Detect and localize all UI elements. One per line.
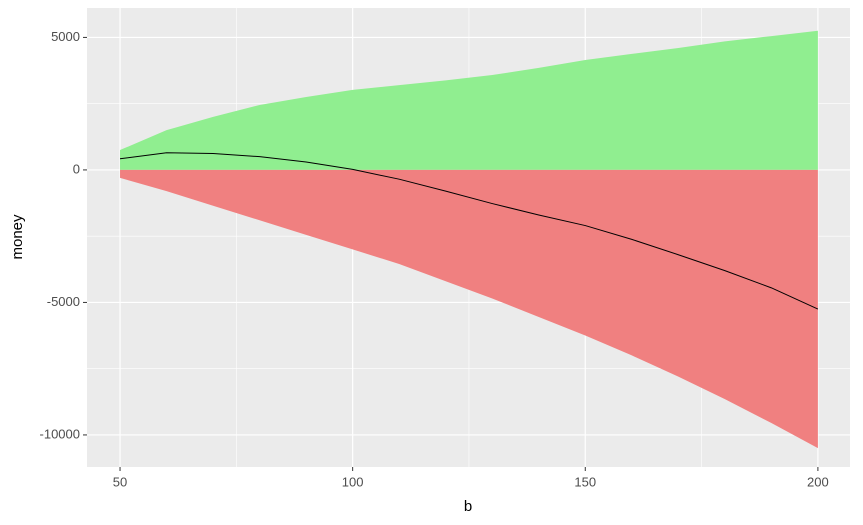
y-tick-label: -5000: [47, 294, 80, 309]
y-tick-label: 5000: [51, 29, 80, 44]
area: [120, 30, 818, 170]
x-axis-title: b: [464, 498, 472, 515]
y-tick-label: -10000: [40, 426, 80, 441]
x-tick-label: 100: [342, 474, 364, 489]
area: [120, 169, 818, 449]
x-tick-label: 150: [574, 474, 596, 489]
y-tick-label: 0: [73, 161, 80, 176]
x-tick-label: 200: [807, 474, 829, 489]
y-axis-title: money: [9, 214, 26, 260]
line: [119, 152, 819, 310]
x-tick-label: 50: [113, 474, 127, 489]
